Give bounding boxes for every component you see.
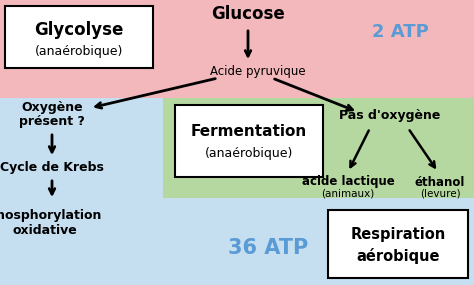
Text: Acide pyruvique: Acide pyruvique (210, 66, 306, 78)
Text: (levure): (levure) (419, 188, 460, 198)
Text: éthanol: éthanol (415, 176, 465, 188)
Bar (163, 98, 474, 198)
Bar (0, 0, 474, 98)
Text: Glucose: Glucose (211, 5, 285, 23)
Text: Cycle de Krebs: Cycle de Krebs (0, 162, 104, 174)
Text: Phosphorylation: Phosphorylation (0, 209, 102, 221)
Text: Fermentation: Fermentation (191, 125, 307, 139)
Text: 36 ATP: 36 ATP (228, 238, 308, 258)
Text: présent ?: présent ? (19, 115, 85, 129)
Text: Pas d'oxygène: Pas d'oxygène (339, 109, 441, 123)
Text: (anaérobique): (anaérobique) (205, 148, 293, 160)
Text: (anaérobique): (anaérobique) (35, 46, 123, 58)
Bar (0, 98, 163, 285)
Text: aérobique: aérobique (356, 248, 440, 264)
Bar (328, 210, 468, 278)
Text: Glycolyse: Glycolyse (34, 21, 124, 39)
Bar (175, 105, 323, 177)
Text: acide lactique: acide lactique (301, 176, 394, 188)
Bar (5, 6, 153, 68)
Text: Oxygène: Oxygène (21, 101, 83, 115)
Text: 2 ATP: 2 ATP (372, 23, 428, 41)
Text: Respiration: Respiration (350, 227, 446, 241)
Text: oxidative: oxidative (13, 223, 77, 237)
Bar (163, 198, 474, 285)
Text: (animaux): (animaux) (321, 188, 374, 198)
